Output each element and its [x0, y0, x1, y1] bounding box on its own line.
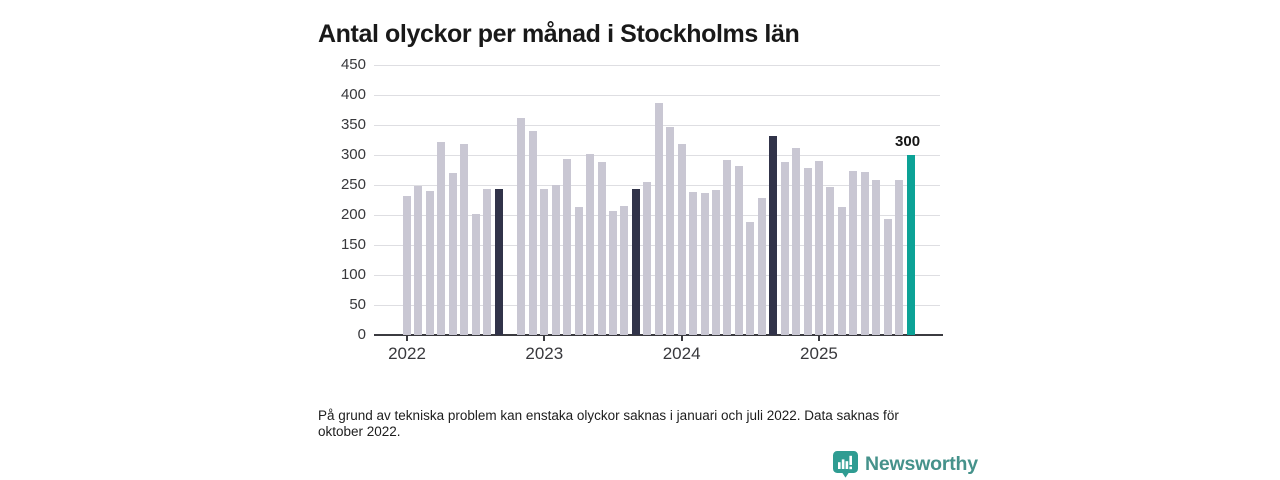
bar [792, 147, 801, 335]
page-title: Antal olyckor per månad i Stockholms län [318, 19, 800, 48]
bar [837, 206, 846, 335]
bar [872, 180, 881, 335]
bar [631, 188, 640, 335]
bar [883, 218, 892, 335]
bar [403, 195, 411, 335]
x-axis-tick [680, 336, 683, 341]
bar [620, 206, 629, 335]
bar [528, 131, 537, 335]
bar [746, 221, 755, 335]
y-axis-label: 300 [340, 146, 366, 163]
bar [425, 191, 434, 335]
y-axis-label: 450 [340, 56, 366, 73]
bar [471, 214, 480, 335]
bar [769, 135, 778, 335]
bar [700, 193, 709, 335]
bar [780, 161, 789, 335]
chart-footnote: På grund av tekniska problem kan enstaka… [318, 407, 899, 439]
y-axis-label: 350 [340, 116, 366, 133]
bar [677, 143, 686, 335]
bar [757, 198, 766, 335]
y-axis-label: 50 [349, 296, 366, 313]
plot-area: 300 2022 2023 2024 2025 [374, 65, 943, 363]
bar [723, 159, 732, 335]
newsworthy-speech-bubble-chart-icon [833, 450, 858, 478]
bar [551, 185, 560, 335]
bar [586, 153, 595, 335]
x-axis-line [374, 334, 943, 336]
y-axis-label: 200 [340, 206, 366, 223]
x-axis-label: 2023 [525, 344, 564, 363]
y-axis-label: 0 [357, 326, 366, 343]
bar [643, 182, 652, 335]
bar [906, 155, 915, 335]
x-axis-label: 2022 [388, 344, 426, 363]
bar [414, 186, 423, 335]
bar [563, 159, 572, 335]
bar [460, 144, 469, 335]
x-axis-tick [406, 336, 408, 341]
bar [849, 171, 858, 335]
brand-name: Newsworthy [865, 452, 978, 475]
bar [608, 211, 617, 335]
bar [540, 188, 549, 335]
bar [666, 127, 675, 335]
y-axis-label: 250 [340, 176, 366, 193]
bar [814, 161, 823, 335]
x-axis-label: 2024 [662, 344, 701, 363]
x-axis-tick [817, 336, 820, 341]
y-axis-labels: 0 50 100 150 200 250 300 350 400 450 [298, 56, 366, 343]
bar [734, 166, 743, 335]
bar [448, 173, 457, 335]
bar [483, 188, 492, 335]
x-axis-tick [543, 336, 546, 341]
bar [597, 162, 606, 335]
bar [517, 117, 526, 335]
bar [494, 189, 503, 335]
y-axis-label: 150 [340, 236, 366, 253]
y-axis-label: 100 [340, 266, 366, 283]
bar [654, 102, 663, 335]
bar [826, 187, 835, 335]
bar [895, 180, 904, 335]
bar [803, 167, 812, 335]
bar [711, 189, 720, 335]
bar [437, 141, 446, 335]
y-axis-label: 400 [340, 86, 366, 103]
gridline [374, 65, 940, 66]
bar [860, 171, 869, 335]
bar [574, 206, 583, 335]
brand-logo[interactable]: Newsworthy [833, 450, 978, 478]
gridline [374, 95, 940, 96]
bar [689, 191, 698, 335]
x-axis-label: 2025 [800, 344, 838, 363]
bar-value-label: 300 [895, 133, 921, 150]
